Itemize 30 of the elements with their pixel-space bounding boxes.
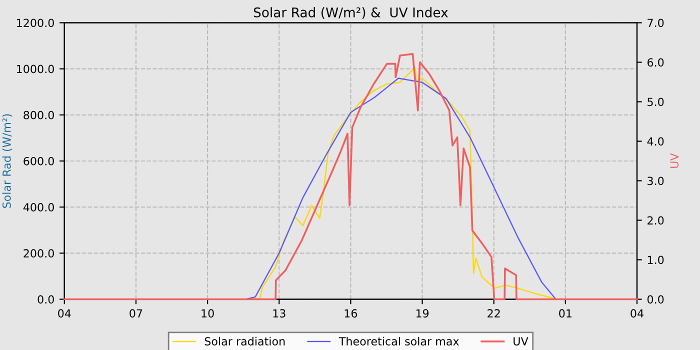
legend-label: Theoretical solar max <box>338 336 459 346</box>
x-tick-label: 16 <box>344 309 358 318</box>
x-tick-label: 04 <box>58 309 71 318</box>
y2-tick-label: 6.0 <box>648 58 664 67</box>
x-tick-label: 22 <box>488 309 500 318</box>
legend-label: Solar radiation <box>204 336 285 346</box>
y-tick-label: 1200.0 <box>17 18 54 28</box>
x-tick-label: 07 <box>130 309 142 318</box>
y2-tick-label: 0.0 <box>647 295 664 304</box>
y-tick-label: 400.0 <box>23 203 54 212</box>
x-tick-label: 10 <box>202 309 214 318</box>
y-tick-label: 200.0 <box>24 249 54 258</box>
y-tick-label: 800.0 <box>24 110 54 120</box>
y-axis-title: Solar Rad (W/m²) <box>2 114 12 208</box>
chart-title: Solar Rad (W/m²) & UV Index <box>254 7 448 19</box>
y2-tick-label: 1.0 <box>648 256 664 264</box>
legend-label: UV <box>514 337 528 346</box>
x-tick-label: 01 <box>559 309 572 318</box>
y2-tick-label: 3.0 <box>648 176 664 186</box>
y2-tick-label: 5.0 <box>648 98 664 106</box>
y-tick-label: 1000.0 <box>17 64 54 74</box>
y-tick-label: 0.0 <box>38 295 54 304</box>
y2-tick-label: 4.0 <box>647 137 664 146</box>
x-tick-label: 13 <box>273 309 286 318</box>
y-tick-label: 600.0 <box>24 156 54 166</box>
x-tick-label: 19 <box>416 309 429 318</box>
y2-tick-label: 2.0 <box>648 216 664 225</box>
y2-tick-label: 7.0 <box>648 18 664 28</box>
y2-axis-title: UV <box>670 153 679 168</box>
x-tick-label: 04 <box>630 309 644 318</box>
